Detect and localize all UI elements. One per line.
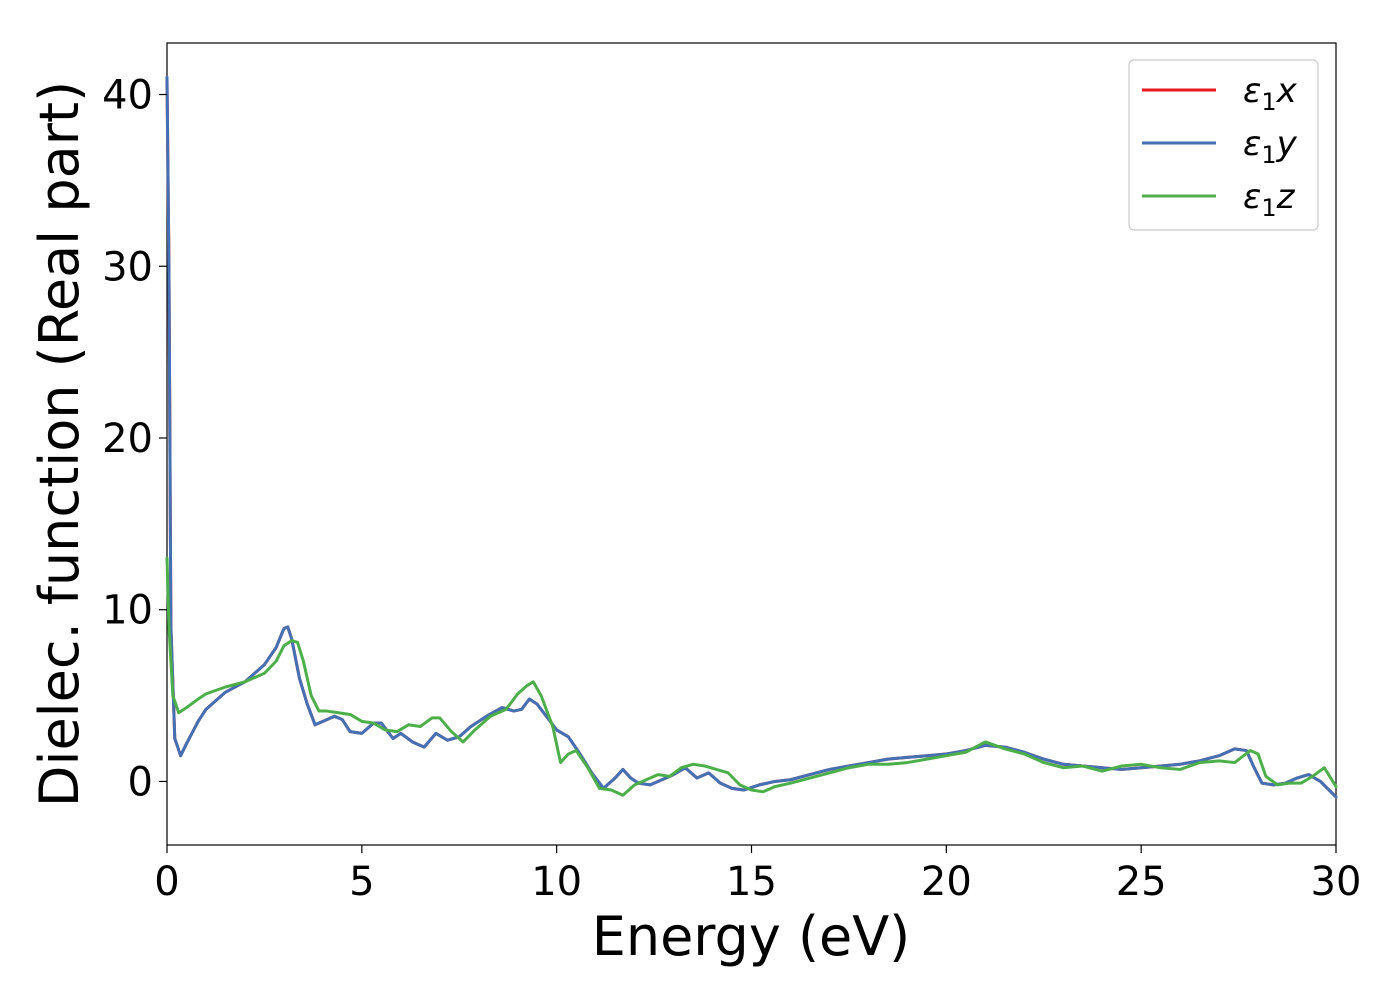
y-tick-label: 0 [128,759,153,805]
legend-box [1128,59,1319,231]
legend-label-z: ε1z [1243,177,1296,222]
legend: ε1x ε1y ε1z [1128,59,1319,231]
x-tick-label: 20 [921,859,972,905]
legend-label-y: ε1y [1243,124,1298,169]
legend-label-x: ε1x [1243,71,1298,116]
y-tick-label: 30 [102,244,153,290]
x-axis-label: Energy (eV) [592,905,911,968]
x-tick-label: 25 [1116,859,1167,905]
x-tick-label: 10 [531,859,582,905]
y-tick-label: 10 [102,588,153,634]
y-tick-label: 40 [102,73,153,119]
y-axis-label: Dielec. function (Real part) [28,81,91,807]
series-line-z [165,556,1338,797]
x-tick-label: 30 [1311,859,1362,905]
x-tick-label: 15 [726,859,777,905]
y-tick-label: 20 [102,416,153,462]
y-axis-ticks: 0 10 20 30 40 [102,73,167,805]
x-axis-ticks: 0 5 10 15 20 25 30 [154,845,1361,905]
x-tick-label: 0 [154,859,179,905]
series-lines [165,75,1338,799]
x-tick-label: 5 [349,859,374,905]
